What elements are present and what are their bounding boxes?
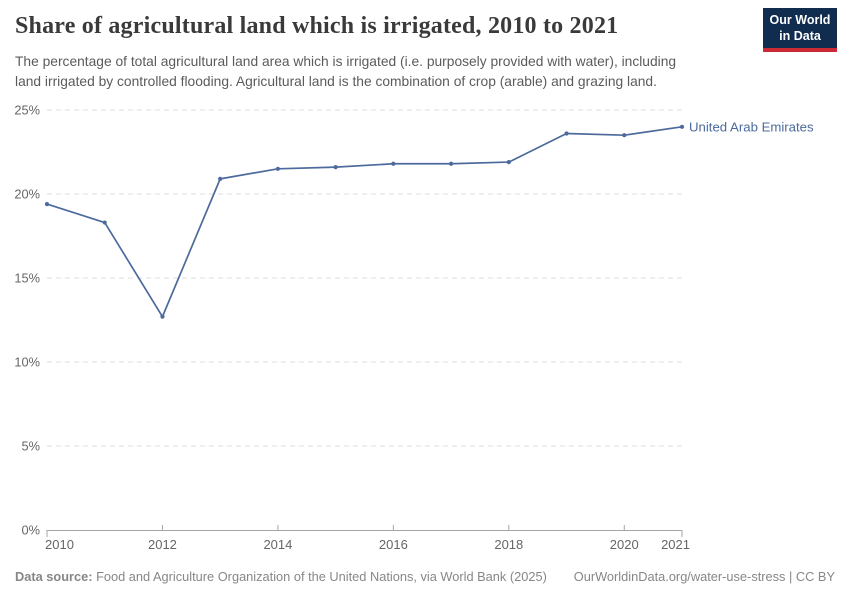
data-point	[622, 133, 627, 138]
data-point	[160, 314, 165, 319]
license-link: OurWorldinData.org/water-use-stress | CC…	[573, 569, 835, 584]
data-source-label: Data source:	[15, 569, 93, 584]
data-point	[391, 161, 396, 166]
owid-logo-line2: in Data	[779, 28, 821, 43]
series-line	[46, 125, 683, 318]
y-axis-tick-label: 0%	[22, 523, 41, 538]
data-point	[275, 166, 281, 171]
x-axis-tick-label: 2012	[148, 537, 177, 552]
data-point	[44, 201, 50, 207]
x-axis-tick-label: 2010	[45, 537, 74, 552]
y-axis-tick-label: 20%	[14, 187, 40, 202]
data-source-text: Food and Agriculture Organization of the…	[92, 569, 547, 584]
data-point	[448, 161, 454, 166]
page-title: Share of agricultural land which is irri…	[15, 13, 619, 39]
data-point	[679, 124, 685, 129]
data-source: Data source: Food and Agriculture Organi…	[15, 569, 547, 584]
subtitle-line-1: The percentage of total agricultural lan…	[15, 54, 677, 69]
series-end-label: United Arab Emirates	[689, 119, 814, 134]
data-point	[218, 176, 223, 181]
subtitle-line-2: land irrigated by controlled flooding. A…	[15, 73, 657, 89]
y-axis-tick-label: 5%	[22, 439, 41, 454]
chart-subtitle: The percentage of total agricultural lan…	[15, 52, 676, 91]
owid-logo: Our World in Data	[763, 8, 837, 52]
data-point	[506, 159, 511, 165]
data-point	[102, 220, 107, 225]
x-axis-tick-label: 2018	[494, 537, 523, 552]
y-axis-tick-label: 25%	[14, 103, 40, 118]
x-axis-tick-label: 2020	[610, 537, 639, 552]
owid-logo-line1: Our World	[769, 13, 831, 27]
data-point	[564, 131, 569, 136]
y-axis-tick-label: 15%	[14, 271, 40, 286]
x-axis-tick-label: 2021	[661, 537, 690, 552]
x-axis-tick-label: 2016	[379, 537, 408, 552]
y-axis-tick-label: 10%	[14, 355, 40, 370]
data-point	[333, 165, 338, 170]
x-axis-tick-label: 2014	[263, 537, 292, 552]
